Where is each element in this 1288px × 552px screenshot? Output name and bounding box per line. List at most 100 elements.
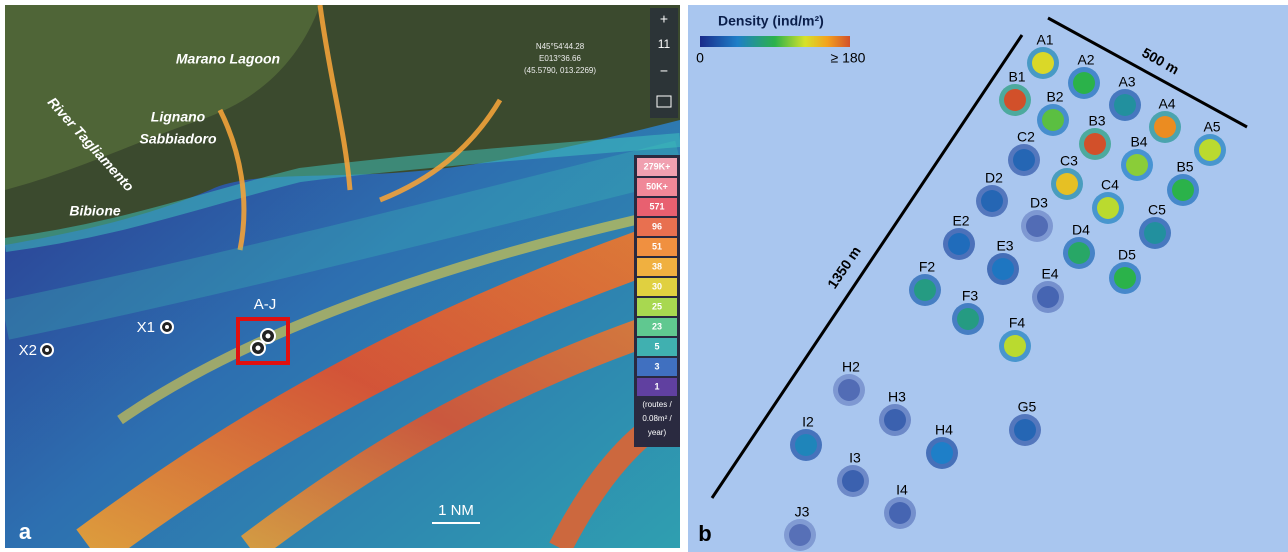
panel-label: b [698,521,711,546]
station [1199,139,1221,161]
station-label: D4 [1072,222,1090,238]
station-label: J3 [795,504,810,520]
legend-unit: year) [648,428,667,437]
zoom-out[interactable]: − [660,63,668,79]
station [1084,133,1106,155]
station [1032,52,1054,74]
legend-label: 571 [649,201,664,211]
site-marker-dot [256,346,261,351]
colorbar [700,36,850,47]
legend-label: 23 [652,321,662,331]
station [1013,149,1035,171]
station-label: A1 [1036,32,1053,48]
station-label: E3 [996,238,1013,254]
legend-label: 1 [654,381,659,391]
station [838,379,860,401]
station-label: E4 [1041,266,1058,282]
place-label: Bibione [69,203,121,219]
station-label: I3 [849,450,861,466]
station [1154,116,1176,138]
station-label: A5 [1203,119,1220,135]
site-marker-dot [266,334,271,339]
site-marker-dot [165,325,169,329]
station [1014,419,1036,441]
station [981,190,1003,212]
station-label: F3 [962,288,979,304]
site-label: X1 [137,319,155,336]
legend-label: 50K+ [646,181,668,191]
station-label: D2 [985,170,1003,186]
station-label: D5 [1118,247,1136,263]
station-label: I2 [802,414,814,430]
station [1144,222,1166,244]
station-label: C2 [1017,129,1035,145]
station [1004,335,1026,357]
station-label: H3 [888,389,906,405]
place-label: Sabbiadoro [139,131,216,147]
station [842,470,864,492]
legend-label: 279K+ [644,161,671,171]
site-label: X2 [19,342,37,359]
station [1056,173,1078,195]
station-label: C4 [1101,177,1119,193]
station [789,524,811,546]
legend-label: 38 [652,261,662,271]
station-label: B1 [1008,69,1025,85]
station [889,502,911,524]
station-label: A3 [1118,74,1135,90]
legend-label: 3 [654,361,659,371]
legend-unit: 0.08m² / [642,414,672,423]
station [1114,94,1136,116]
zoom-in[interactable]: + [660,11,668,27]
map [5,5,680,548]
station [1042,109,1064,131]
station [884,409,906,431]
colorbar-max: ≥ 180 [831,50,866,66]
station [1126,154,1148,176]
scale-label: 1 NM [438,502,474,519]
legend-label: 5 [654,341,659,351]
station-label: C3 [1060,153,1078,169]
station-label: H2 [842,359,860,375]
station [1097,197,1119,219]
place-label: Lignano [151,109,206,125]
legend-label: 25 [652,301,662,311]
coordinate-line: E013°36.66 [539,54,581,63]
station [992,258,1014,280]
site-marker-dot [45,348,49,352]
station [1026,215,1048,237]
station-label: B4 [1130,134,1147,150]
place-label: Marano Lagoon [176,51,280,67]
station [914,279,936,301]
station [795,434,817,456]
station [948,233,970,255]
figure: + 11 − N45°54'44.28E013°36.66(45.5790, 0… [0,0,1288,552]
station-label: D3 [1030,195,1048,211]
station-label: B3 [1088,113,1105,129]
station-label: A2 [1077,52,1094,68]
legend-unit: (routes / [642,400,672,409]
station-label: F4 [1009,315,1026,331]
station-label: I4 [896,482,908,498]
legend-label: 30 [652,281,662,291]
coordinate-line: N45°54'44.28 [536,42,585,51]
station-label: B2 [1046,89,1063,105]
station-label: H4 [935,422,953,438]
station [957,308,979,330]
station-label: E2 [952,213,969,229]
station-label: A4 [1158,96,1175,112]
legend-label: 96 [652,221,662,231]
station [1037,286,1059,308]
station-label: C5 [1148,202,1166,218]
station [931,442,953,464]
station [1172,179,1194,201]
station-label: B5 [1176,159,1193,175]
legend-label: 51 [652,241,662,251]
station [1114,267,1136,289]
station [1068,242,1090,264]
colorbar-title: Density (ind/m²) [718,13,824,29]
coordinate-line: (45.5790, 013.2269) [524,66,596,75]
station-label: F2 [919,259,936,275]
station [1073,72,1095,94]
site-label: A-J [254,296,277,313]
